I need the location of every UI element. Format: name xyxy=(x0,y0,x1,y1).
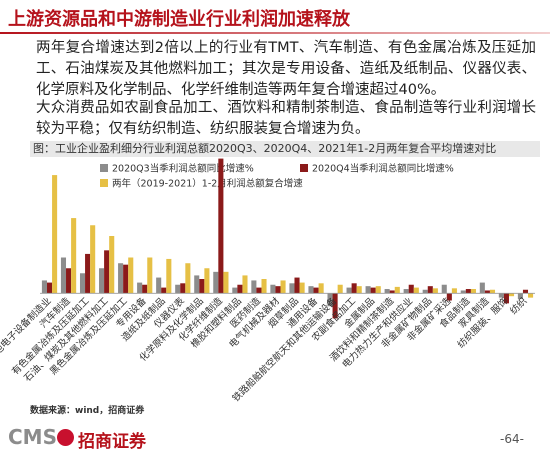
bar xyxy=(346,287,352,294)
bar xyxy=(180,283,186,294)
bar xyxy=(109,236,115,294)
legend-label: 2020Q4当季利润总额同比增速% xyxy=(312,163,454,175)
bar xyxy=(327,293,333,307)
bar xyxy=(384,289,390,294)
bar xyxy=(332,293,338,319)
bar xyxy=(370,287,376,294)
bar xyxy=(299,282,305,294)
slide-title: 上游资源品和中游制造业行业利润加速释放 xyxy=(8,9,350,30)
bar xyxy=(199,279,205,294)
bar xyxy=(441,284,447,294)
bar xyxy=(522,289,529,294)
paragraph: 大众消费品如农副食品加工、酒饮料和精制茶制造、食品制造等行业利润增长较为平稳；仅… xyxy=(36,100,536,137)
bar xyxy=(517,293,523,300)
bar xyxy=(313,287,319,294)
legend-swatch xyxy=(100,179,108,187)
bar xyxy=(413,287,419,294)
bar xyxy=(508,293,515,297)
bar xyxy=(251,280,257,294)
bar xyxy=(137,282,143,294)
bar xyxy=(79,273,86,294)
bar xyxy=(498,293,504,298)
bar xyxy=(427,286,433,294)
bar xyxy=(460,290,466,294)
bar xyxy=(161,287,167,294)
bar xyxy=(389,290,395,294)
bar xyxy=(232,287,238,294)
bar xyxy=(403,289,409,294)
bar xyxy=(489,289,496,294)
bar xyxy=(52,175,58,294)
bar xyxy=(261,279,267,294)
bar xyxy=(365,286,371,294)
source: 数据来源：wind，招商证券 xyxy=(30,406,145,416)
bar xyxy=(451,288,457,294)
bar xyxy=(90,225,96,294)
bar xyxy=(351,283,357,294)
bar xyxy=(147,257,153,294)
bar xyxy=(85,253,91,294)
bar xyxy=(128,257,134,294)
x-tick-label: 有色金属冶炼及压延加工 xyxy=(9,295,92,378)
bar xyxy=(256,287,262,294)
bar xyxy=(237,284,243,294)
bar xyxy=(71,218,77,294)
bar xyxy=(242,275,248,294)
bar xyxy=(375,286,381,294)
bar xyxy=(422,289,428,294)
bar xyxy=(465,289,471,294)
bar xyxy=(337,284,343,294)
paragraph: 两年复合增速达到2倍以上的行业有TMT、汽车制造、有色金属冶炼及压延加工、石油煤… xyxy=(36,40,536,98)
bar xyxy=(294,277,300,294)
title-rule xyxy=(0,32,550,34)
bar xyxy=(275,286,281,294)
logo: CMS xyxy=(8,425,57,449)
bar xyxy=(280,280,286,294)
bar xyxy=(60,257,67,294)
bar xyxy=(175,284,181,294)
bar xyxy=(484,290,490,294)
bar xyxy=(289,283,295,294)
bar xyxy=(142,284,148,294)
bar xyxy=(270,284,276,294)
bar xyxy=(66,268,72,294)
page-number: -64- xyxy=(500,432,524,446)
bar xyxy=(394,286,400,294)
bar xyxy=(528,293,534,298)
bar xyxy=(123,264,129,294)
bar xyxy=(204,268,210,294)
logo-text: 招商证券 xyxy=(78,432,146,452)
bar xyxy=(99,268,105,294)
bar xyxy=(194,275,200,294)
bar xyxy=(213,271,219,294)
bar xyxy=(308,286,314,294)
legend-label: 2020Q3当季利润总额同比增速% xyxy=(112,163,254,175)
bar xyxy=(318,283,324,294)
legend-swatch xyxy=(300,164,308,172)
bar xyxy=(46,282,53,294)
x-tick-label: 计算机通信和其他电子设备制造业 xyxy=(0,295,54,404)
bar xyxy=(223,271,229,294)
legend-label: 两年（2019-2021）1-2月利润总额复合增速 xyxy=(112,178,303,190)
bar xyxy=(503,293,509,304)
bar xyxy=(432,288,438,294)
bar xyxy=(156,277,162,294)
bar xyxy=(479,282,485,294)
bar xyxy=(104,250,110,294)
bar xyxy=(218,158,224,294)
bar xyxy=(408,284,414,294)
legend-swatch xyxy=(100,164,108,172)
x-tick-label: 纺织 xyxy=(508,295,530,317)
bar xyxy=(470,289,476,294)
bar xyxy=(356,286,362,294)
bar xyxy=(166,258,172,294)
logo-mark xyxy=(57,429,74,446)
bar xyxy=(118,263,124,294)
bar xyxy=(446,293,452,301)
bar xyxy=(185,263,191,294)
chart-title: 图：工业企业盈利细分行业利润总额2020Q3、2020Q4、2021年1-2月两… xyxy=(30,141,540,157)
bar xyxy=(41,280,47,294)
